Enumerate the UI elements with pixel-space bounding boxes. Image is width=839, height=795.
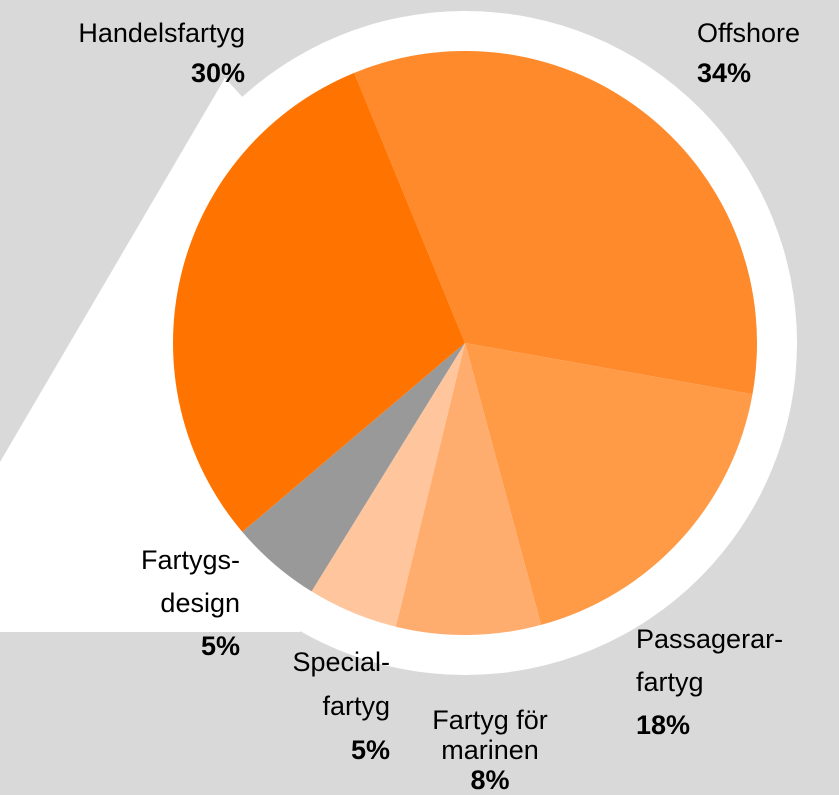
slice-label: Fartyg för marinen bbox=[432, 705, 548, 765]
pie bbox=[173, 51, 758, 636]
pie-slice bbox=[242, 343, 465, 592]
pie-slice bbox=[395, 343, 542, 636]
slice-value-label: 34% bbox=[697, 58, 751, 88]
slice-value-label: 30% bbox=[191, 58, 245, 88]
pie-slice bbox=[173, 72, 466, 532]
pie-slice bbox=[465, 343, 753, 625]
pie-slice bbox=[354, 51, 758, 395]
slice-label: Offshore bbox=[697, 18, 800, 48]
slice-value-label: 18% bbox=[636, 710, 690, 740]
slice-value-label: 5% bbox=[201, 631, 240, 661]
slice-label: Fartygs-design bbox=[141, 545, 240, 618]
slice-label: Passagerar-fartyg bbox=[636, 624, 783, 697]
labels: Offshore 34% Passagerar-fartyg 18% Fartyg fö… bbox=[78, 18, 800, 795]
slice-value-label: 8% bbox=[470, 765, 509, 795]
slice-label: Handelsfartyg bbox=[78, 18, 245, 48]
slice-label: Special-fartyg bbox=[292, 647, 390, 721]
slice-value-label: 5% bbox=[351, 735, 390, 765]
pie-slice bbox=[311, 343, 465, 627]
